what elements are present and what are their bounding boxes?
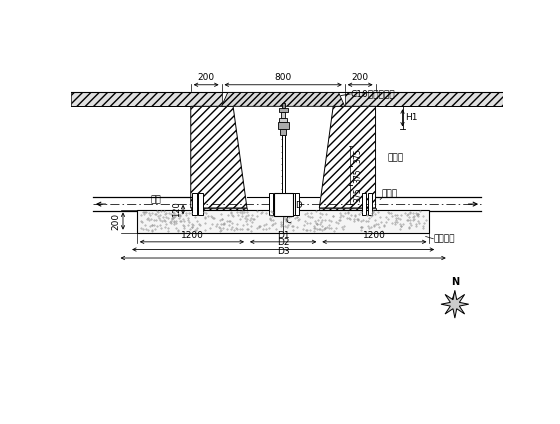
Text: H1: H1 — [405, 113, 417, 123]
Bar — [345, 92, 503, 106]
Bar — [269, 193, 273, 215]
Text: 素土内实: 素土内实 — [433, 234, 455, 243]
Text: 1200: 1200 — [180, 231, 203, 240]
Bar — [319, 208, 376, 217]
Bar — [280, 128, 286, 135]
Bar — [279, 118, 287, 123]
Text: 375: 375 — [353, 168, 362, 183]
Text: N: N — [451, 277, 459, 287]
Text: 375: 375 — [353, 187, 362, 202]
Text: 120: 120 — [172, 202, 181, 218]
Bar — [281, 112, 286, 118]
Bar — [368, 193, 372, 215]
Text: 管油底: 管油底 — [382, 189, 398, 198]
Bar — [278, 108, 288, 112]
Text: 管内径: 管内径 — [387, 153, 403, 162]
Polygon shape — [191, 106, 247, 208]
Text: 800: 800 — [274, 73, 292, 82]
Text: D1: D1 — [277, 231, 290, 240]
Text: 200: 200 — [111, 212, 121, 230]
Bar — [137, 209, 430, 233]
Polygon shape — [222, 92, 345, 106]
Bar — [296, 193, 299, 215]
Bar — [273, 192, 293, 216]
Text: C10混凝土井盖: C10混凝土井盖 — [351, 89, 395, 98]
Text: D: D — [295, 201, 301, 210]
Bar — [198, 193, 203, 215]
Text: 375: 375 — [353, 149, 362, 163]
Polygon shape — [450, 290, 455, 304]
Bar — [192, 193, 197, 215]
Bar — [291, 193, 295, 215]
Polygon shape — [319, 106, 376, 208]
Text: 连接: 连接 — [151, 196, 161, 205]
Bar — [282, 135, 284, 192]
Polygon shape — [441, 290, 469, 318]
Bar — [72, 92, 222, 106]
Bar — [191, 208, 247, 217]
Bar — [282, 103, 284, 108]
Text: 1200: 1200 — [363, 231, 386, 240]
Text: C: C — [286, 216, 291, 225]
Text: D3: D3 — [277, 247, 290, 256]
Bar — [274, 193, 278, 215]
Text: D2: D2 — [277, 238, 290, 247]
Bar — [278, 123, 288, 128]
Text: 200: 200 — [198, 73, 214, 82]
Bar — [362, 193, 366, 215]
Text: 200: 200 — [352, 73, 368, 82]
